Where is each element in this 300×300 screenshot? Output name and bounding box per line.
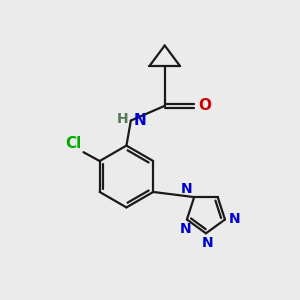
Text: N: N [133,113,146,128]
Text: N: N [181,182,193,196]
Text: H: H [117,112,128,126]
Text: N: N [229,212,240,226]
Text: N: N [180,222,191,236]
Text: O: O [199,98,212,113]
Text: Cl: Cl [65,136,81,151]
Text: N: N [202,236,213,250]
